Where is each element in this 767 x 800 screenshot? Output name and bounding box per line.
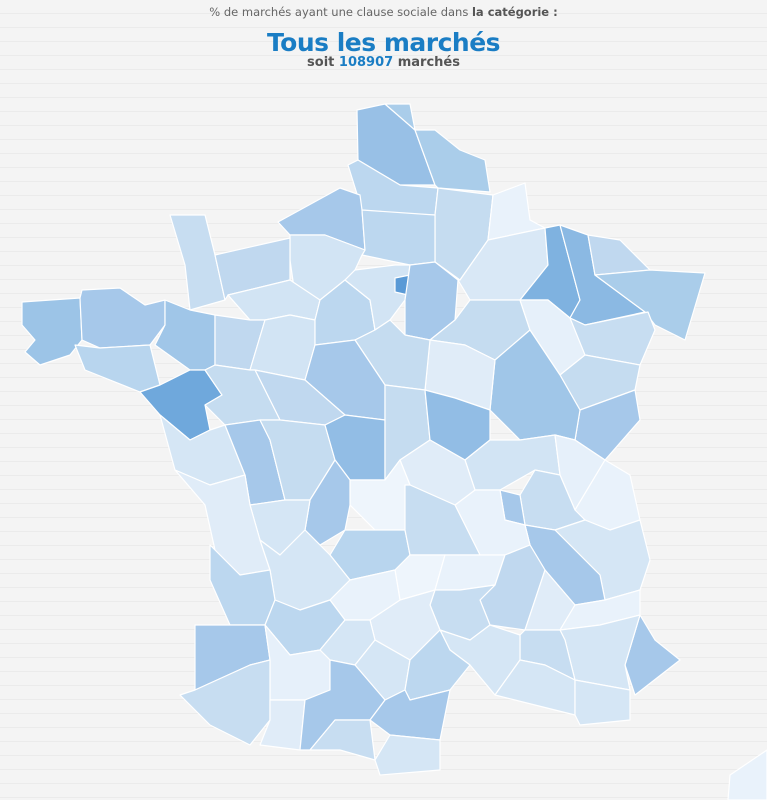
count-suffix: marchés [397, 55, 460, 70]
department-region[interactable] [374, 734, 441, 776]
department-region[interactable] [587, 234, 651, 276]
department-region[interactable] [309, 719, 376, 761]
intro-text: % de marchés ayant une clause sociale da… [209, 5, 469, 19]
intro-line: % de marchés ayant une clause sociale da… [0, 5, 767, 19]
intro-bold: la catégorie : [471, 5, 558, 19]
department-region[interactable] [594, 269, 706, 341]
header: % de marchés ayant une clause sociale da… [0, 0, 767, 70]
department-region[interactable] [574, 679, 631, 726]
department-region[interactable] [361, 209, 436, 266]
department-region[interactable] [384, 103, 491, 193]
count-line: soit 108907 marchés [0, 55, 767, 70]
category-title: Tous les marchés [266, 28, 501, 57]
department-region[interactable] [487, 182, 546, 241]
department-region[interactable] [727, 749, 767, 800]
department-region[interactable] [21, 297, 83, 366]
department-region[interactable] [74, 344, 161, 393]
count-value: 108907 [338, 55, 394, 70]
department-region[interactable] [259, 699, 306, 751]
count-prefix: soit [307, 55, 335, 70]
department-region[interactable] [79, 287, 166, 349]
